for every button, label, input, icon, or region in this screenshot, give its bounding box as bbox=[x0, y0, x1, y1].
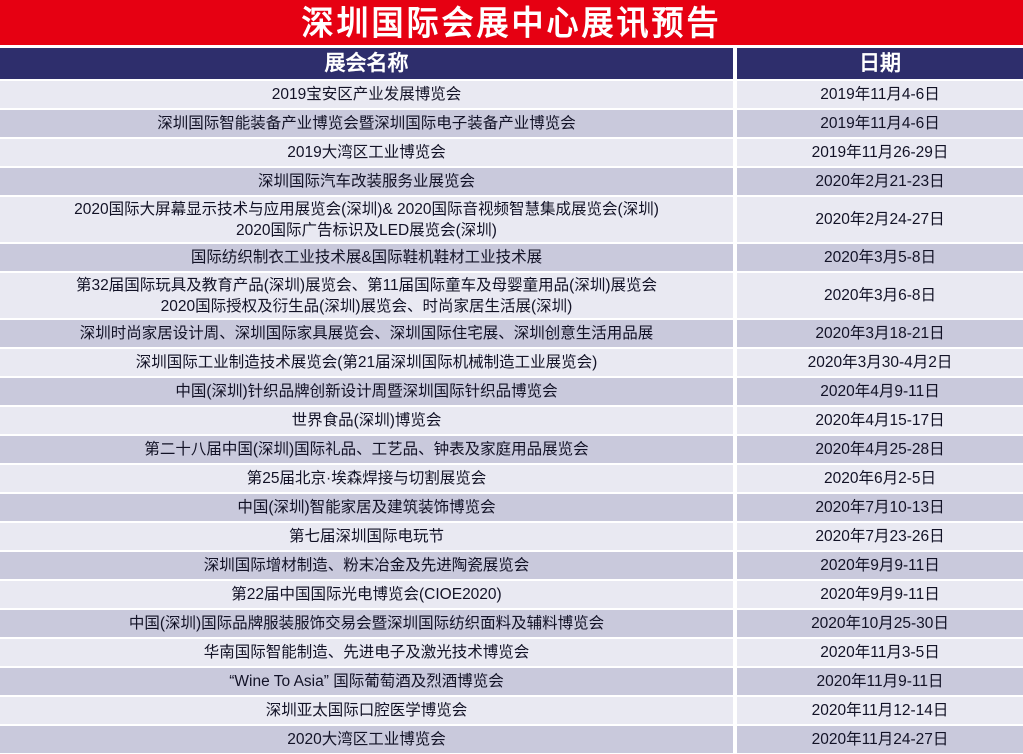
date-cell: 2020年2月24-27日 bbox=[815, 210, 945, 228]
table-row: 深圳国际工业制造技术展览会(第21届深圳国际机械制造工业展览会) 2020年3月… bbox=[0, 349, 1023, 376]
title-banner: 深圳国际会展中心展讯预告 bbox=[0, 0, 1023, 45]
table-row: 2019大湾区工业博览会 2019年11月26-29日 bbox=[0, 139, 1023, 166]
date-cell: 2020年7月10-13日 bbox=[815, 498, 945, 516]
exhibition-name-cell: 2020大湾区工业博览会 bbox=[0, 726, 737, 753]
date-cell: 2020年6月2-5日 bbox=[823, 469, 936, 487]
date-cell: 2020年4月9-11日 bbox=[820, 382, 940, 400]
exhibition-name-cell: 世界食品(深圳)博览会 bbox=[0, 407, 737, 434]
exhibition-name-cell: 中国(深圳)国际品牌服装服饰交易会暨深圳国际纺织面料及辅料博览会 bbox=[0, 610, 737, 637]
exhibition-name-cell: 华南国际智能制造、先进电子及激光技术博览会 bbox=[0, 639, 737, 666]
exhibition-name-cell: 第32届国际玩具及教育产品(深圳)展览会、第11届国际童车及母婴童用品(深圳)展… bbox=[0, 273, 737, 318]
table-row: 中国(深圳)国际品牌服装服饰交易会暨深圳国际纺织面料及辅料博览会 2020年10… bbox=[0, 610, 1023, 637]
exhibition-name-cell: 2019宝安区产业发展博览会 bbox=[0, 81, 737, 108]
table-row: 第二十八届中国(深圳)国际礼品、工艺品、钟表及家庭用品展览会 2020年4月25… bbox=[0, 436, 1023, 463]
table-row: 第25届北京·埃森焊接与切割展览会 2020年6月2-5日 bbox=[0, 465, 1023, 492]
table-row: 中国(深圳)智能家居及建筑装饰博览会 2020年7月10-13日 bbox=[0, 494, 1023, 521]
exhibition-name-cell: 中国(深圳)智能家居及建筑装饰博览会 bbox=[0, 494, 737, 521]
date-cell: 2020年11月12-14日 bbox=[811, 701, 949, 719]
page-title: 深圳国际会展中心展讯预告 bbox=[301, 3, 722, 42]
date-cell: 2020年9月9-11日 bbox=[820, 585, 940, 603]
table-row: 2020大湾区工业博览会 2020年11月24-27日 bbox=[0, 726, 1023, 753]
exhibition-name-cell: 2020国际大屏幕显示技术与应用展览会(深圳)& 2020国际音视频智慧集成展览… bbox=[0, 197, 737, 242]
date-cell: 2019年11月26-29日 bbox=[811, 143, 949, 161]
table-row: 深圳亚太国际口腔医学博览会 2020年11月12-14日 bbox=[0, 697, 1023, 724]
exhibition-name-cell: “Wine To Asia” 国际葡萄酒及烈酒博览会 bbox=[0, 668, 737, 695]
date-cell: 2019年11月4-6日 bbox=[820, 85, 940, 103]
table-row: “Wine To Asia” 国际葡萄酒及烈酒博览会 2020年11月9-11日 bbox=[0, 668, 1023, 695]
exhibition-name-cell: 第22届中国国际光电博览会(CIOE2020) bbox=[0, 581, 737, 608]
date-cell: 2020年11月9-11日 bbox=[816, 672, 944, 690]
date-cell: 2020年9月9-11日 bbox=[820, 556, 940, 574]
date-cell: 2020年4月15-17日 bbox=[815, 411, 945, 429]
date-cell: 2020年2月21-23日 bbox=[815, 172, 945, 190]
table-row: 2020国际大屏幕显示技术与应用展览会(深圳)& 2020国际音视频智慧集成展览… bbox=[0, 197, 1023, 242]
date-cell: 2020年3月5-8日 bbox=[823, 248, 936, 266]
date-cell: 2020年10月25-30日 bbox=[811, 614, 949, 632]
exhibition-name-cell: 深圳国际工业制造技术展览会(第21届深圳国际机械制造工业展览会) bbox=[0, 349, 737, 376]
column-header-exhibition-name: 展会名称 bbox=[0, 48, 737, 79]
exhibition-name-cell: 第七届深圳国际电玩节 bbox=[0, 523, 737, 550]
exhibition-name-cell: 第二十八届中国(深圳)国际礼品、工艺品、钟表及家庭用品展览会 bbox=[0, 436, 737, 463]
exhibition-name-cell: 2019大湾区工业博览会 bbox=[0, 139, 737, 166]
exhibition-name-cell: 深圳时尚家居设计周、深圳国际家具展览会、深圳国际住宅展、深圳创意生活用品展 bbox=[0, 320, 737, 347]
date-cell: 2020年3月6-8日 bbox=[823, 286, 936, 304]
date-cell: 2020年11月24-27日 bbox=[811, 730, 949, 748]
table-row: 第七届深圳国际电玩节 2020年7月23-26日 bbox=[0, 523, 1023, 550]
table-row: 深圳国际增材制造、粉末冶金及先进陶瓷展览会 2020年9月9-11日 bbox=[0, 552, 1023, 579]
exhibition-name-cell: 国际纺织制衣工业技术展&国际鞋机鞋材工业技术展 bbox=[0, 244, 737, 271]
exhibition-name-cell: 深圳国际汽车改装服务业展览会 bbox=[0, 168, 737, 195]
table-row: 世界食品(深圳)博览会 2020年4月15-17日 bbox=[0, 407, 1023, 434]
column-header-date: 日期 bbox=[859, 52, 901, 75]
exhibition-name-cell: 第25届北京·埃森焊接与切割展览会 bbox=[0, 465, 737, 492]
table-row: 第32届国际玩具及教育产品(深圳)展览会、第11届国际童车及母婴童用品(深圳)展… bbox=[0, 273, 1023, 318]
table-header-row: 展会名称 日期 bbox=[0, 48, 1023, 79]
table-row: 中国(深圳)针织品牌创新设计周暨深圳国际针织品博览会 2020年4月9-11日 bbox=[0, 378, 1023, 405]
table-row: 2019宝安区产业发展博览会 2019年11月4-6日 bbox=[0, 81, 1023, 108]
date-cell: 2020年3月30-4月2日 bbox=[807, 353, 953, 371]
date-cell: 2019年11月4-6日 bbox=[820, 114, 940, 132]
exhibition-name-cell: 深圳国际智能装备产业博览会暨深圳国际电子装备产业博览会 bbox=[0, 110, 737, 137]
table-row: 国际纺织制衣工业技术展&国际鞋机鞋材工业技术展 2020年3月5-8日 bbox=[0, 244, 1023, 271]
table-row: 深圳国际汽车改装服务业展览会 2020年2月21-23日 bbox=[0, 168, 1023, 195]
exhibition-name-cell: 深圳亚太国际口腔医学博览会 bbox=[0, 697, 737, 724]
date-cell: 2020年3月18-21日 bbox=[815, 324, 945, 342]
date-cell: 2020年7月23-26日 bbox=[815, 527, 945, 545]
date-cell: 2020年11月3-5日 bbox=[820, 643, 940, 661]
table-row: 深圳国际智能装备产业博览会暨深圳国际电子装备产业博览会 2019年11月4-6日 bbox=[0, 110, 1023, 137]
exhibition-name-cell: 深圳国际增材制造、粉末冶金及先进陶瓷展览会 bbox=[0, 552, 737, 579]
date-cell: 2020年4月25-28日 bbox=[815, 440, 945, 458]
exhibition-table-body: 2019宝安区产业发展博览会 2019年11月4-6日 深圳国际智能装备产业博览… bbox=[0, 81, 1023, 753]
table-row: 第22届中国国际光电博览会(CIOE2020) 2020年9月9-11日 bbox=[0, 581, 1023, 608]
exhibition-name-cell: 中国(深圳)针织品牌创新设计周暨深圳国际针织品博览会 bbox=[0, 378, 737, 405]
table-row: 华南国际智能制造、先进电子及激光技术博览会 2020年11月3-5日 bbox=[0, 639, 1023, 666]
table-row: 深圳时尚家居设计周、深圳国际家具展览会、深圳国际住宅展、深圳创意生活用品展 20… bbox=[0, 320, 1023, 347]
